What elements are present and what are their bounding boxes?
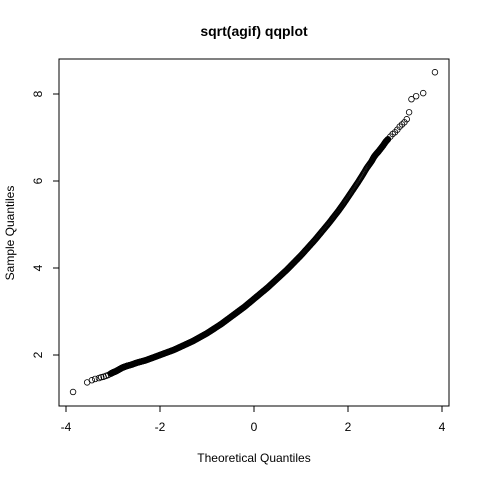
x-tick-label: 4 (439, 420, 446, 434)
data-point (403, 116, 410, 123)
data-point (69, 388, 77, 396)
data-point (408, 96, 415, 103)
data-point (431, 69, 439, 76)
data-points (69, 69, 439, 396)
y-tick-label: 6 (31, 177, 45, 184)
x-axis: -4 -2 0 2 4 (61, 405, 446, 434)
data-point (420, 89, 427, 97)
chart-title: sqrt(agif) qqplot (200, 23, 308, 39)
x-tick-label: 0 (251, 420, 258, 434)
y-axis: 2 4 6 8 (31, 90, 60, 358)
data-point (91, 375, 99, 383)
data-point (405, 109, 413, 116)
data-point (398, 121, 406, 128)
data-point (88, 377, 96, 384)
y-tick-label: 8 (31, 90, 45, 97)
plot-frame (58, 58, 450, 407)
y-axis-label: Sample Quantiles (3, 186, 17, 281)
x-tick-label: -4 (61, 420, 72, 434)
data-point (396, 123, 403, 130)
x-tick-label: 2 (345, 420, 352, 434)
data-point (98, 373, 105, 381)
y-tick-label: 2 (31, 351, 45, 358)
x-axis-label: Theoretical Quantiles (197, 451, 310, 465)
x-tick-label: -2 (155, 420, 166, 434)
data-point (412, 92, 420, 100)
y-tick-label: 4 (31, 264, 45, 271)
